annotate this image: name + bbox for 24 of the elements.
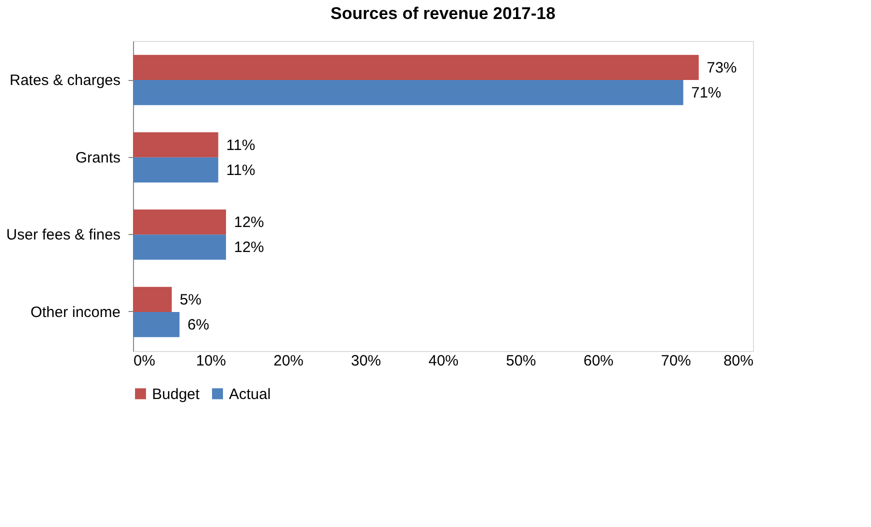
x-tick-label: 40%: [428, 352, 459, 370]
data-label: 73%: [706, 59, 737, 76]
y-tick-label: Other income: [30, 304, 120, 321]
data-label: 11%: [226, 162, 256, 179]
y-tick-label: Rates & charges: [10, 72, 120, 90]
x-tick-label: 60%: [583, 352, 614, 370]
x-tick-label: 0%: [134, 352, 156, 370]
data-label: 5%: [180, 291, 202, 308]
x-tick-label: 30%: [350, 352, 382, 370]
data-label: 6%: [188, 316, 210, 334]
y-tick-label: User fees & fines: [6, 226, 120, 244]
legend-label: Budget: [152, 386, 200, 403]
data-label: 12%: [234, 239, 264, 256]
x-tick-label: 70%: [660, 352, 692, 370]
x-tick-label: 80%: [723, 352, 754, 370]
data-label: 11%: [226, 136, 256, 154]
x-tick-label: 10%: [196, 352, 226, 370]
x-tick-label: 50%: [506, 352, 536, 370]
x-tick-label: 20%: [273, 352, 304, 370]
chart-title: Sources of revenue 2017-18: [330, 4, 556, 23]
data-label: 71%: [691, 84, 722, 102]
y-tick-label: Grants: [75, 149, 120, 166]
data-label: 12%: [234, 214, 264, 232]
legend-label: Actual: [229, 386, 271, 403]
